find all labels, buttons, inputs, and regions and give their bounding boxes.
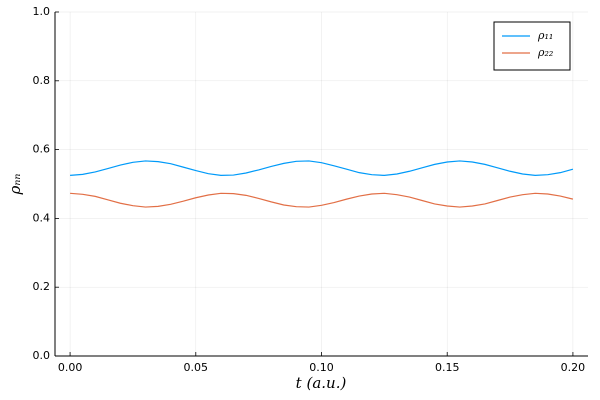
y-tick-label: 0.0 bbox=[33, 349, 51, 362]
y-tick-label: 1.0 bbox=[33, 5, 51, 18]
series-line bbox=[70, 160, 574, 177]
x-tick-label: 0.00 bbox=[58, 361, 83, 374]
legend: ρ₁₁ ρ₂₂ bbox=[493, 21, 571, 71]
x-tick-label: 0.05 bbox=[184, 361, 209, 374]
legend-box bbox=[493, 21, 571, 71]
y-axis-label: ρₙₙ bbox=[6, 174, 24, 196]
y-tick-label: 0.4 bbox=[33, 211, 51, 224]
y-tick-label: 0.2 bbox=[33, 280, 51, 293]
legend-label: ρ₁₁ bbox=[537, 29, 553, 42]
legend-label: ρ₂₂ bbox=[537, 46, 553, 59]
x-tick-label: 0.20 bbox=[561, 361, 586, 374]
x-tick-label: 0.10 bbox=[309, 361, 334, 374]
y-tick-label: 0.8 bbox=[33, 74, 51, 87]
x-tick-label: 0.15 bbox=[435, 361, 460, 374]
series-line bbox=[70, 192, 574, 208]
x-axis-label: t (a.u.) bbox=[296, 374, 347, 392]
y-tick-label: 0.6 bbox=[33, 143, 51, 156]
